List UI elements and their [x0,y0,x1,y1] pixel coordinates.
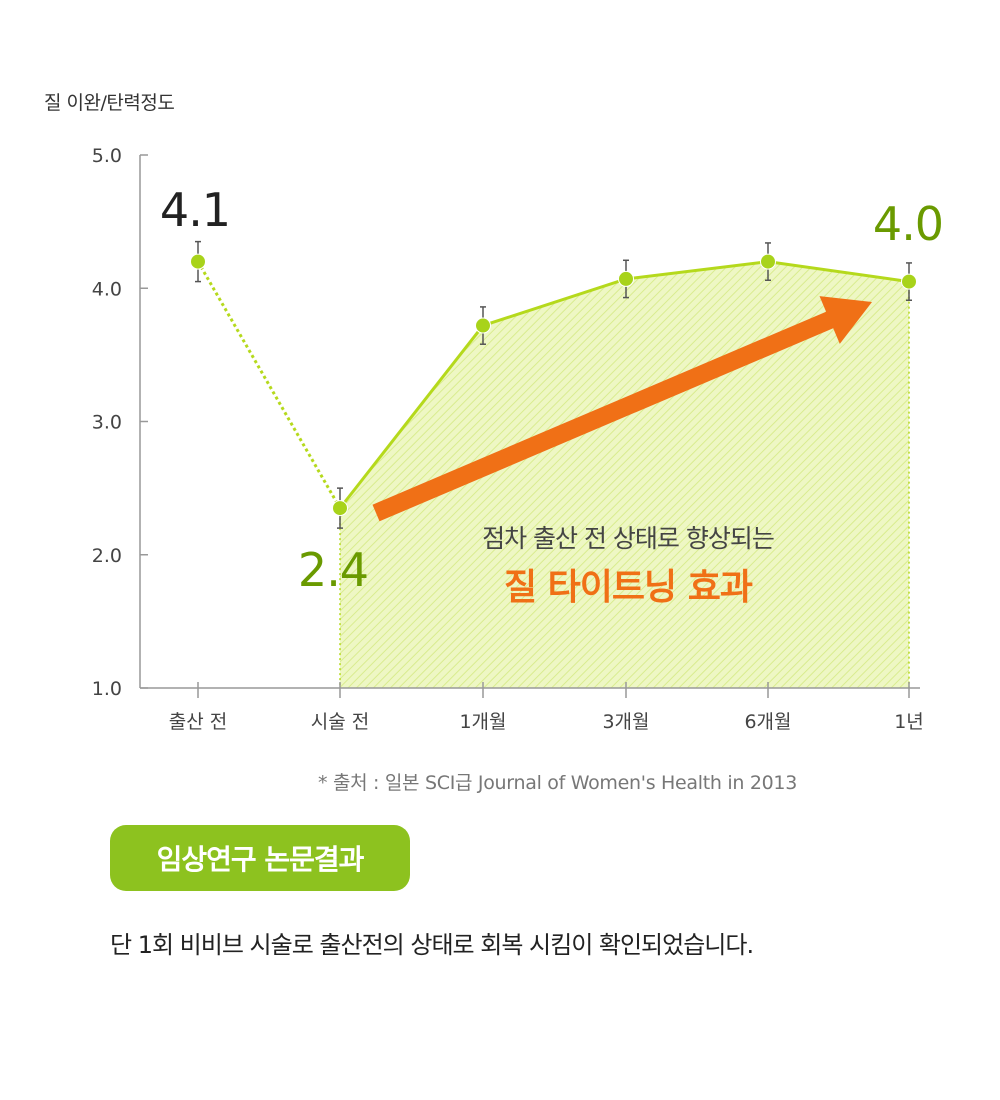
x-tick-label: 6개월 [744,711,791,733]
data-point [332,500,348,517]
data-point [190,253,206,270]
series-line-dotted [196,260,342,509]
y-axis-label: 질 이완/탄력정도 [44,92,175,114]
data-label: 2.4 [298,543,368,597]
data-label: 4.0 [873,197,943,251]
data-point [618,270,634,287]
x-tick-label: 1년 [894,711,924,733]
y-tick-label: 4.0 [92,278,122,300]
line-chart: 1.0 2.0 3.0 4.0 5.0 출산 전 시술 전 1개월 3개월 6개월 1년 4.1 2.4… [92,145,944,733]
data-point [475,317,491,334]
y-tick-label: 1.0 [92,678,122,700]
result-description: 단 1회 비비브 시술로 출산전의 상태로 회복 시킴이 확인되었습니다. [110,931,754,959]
x-tick-label: 1개월 [459,711,506,733]
clinical-result-badge: 임상연구 논문결과 [110,825,410,891]
y-tick-label: 3.0 [92,412,122,434]
chart: 질 이완/탄력정도 1.0 2.0 3.0 4.0 5.0 출산 전 시술 전 1개월 3개월 6… [44,92,944,794]
shaded-area [340,261,909,688]
y-tick-label: 2.0 [92,545,122,567]
x-tick-label: 출산 전 [169,711,227,733]
data-point [760,253,776,270]
data-point [901,273,917,290]
source-citation: * 출처 : 일본 SCI급 Journal of Women's Health… [318,772,797,794]
annotation-line1: 점차 출산 전 상태로 향상되는 [482,524,774,553]
x-tick-label: 시술 전 [311,711,369,733]
annotation-line2: 질 타이트닝 효과 [504,567,753,608]
data-label: 4.1 [160,183,230,237]
trend-arrow [372,296,872,522]
y-tick-label: 5.0 [92,145,122,167]
x-tick-label: 3개월 [602,711,649,733]
